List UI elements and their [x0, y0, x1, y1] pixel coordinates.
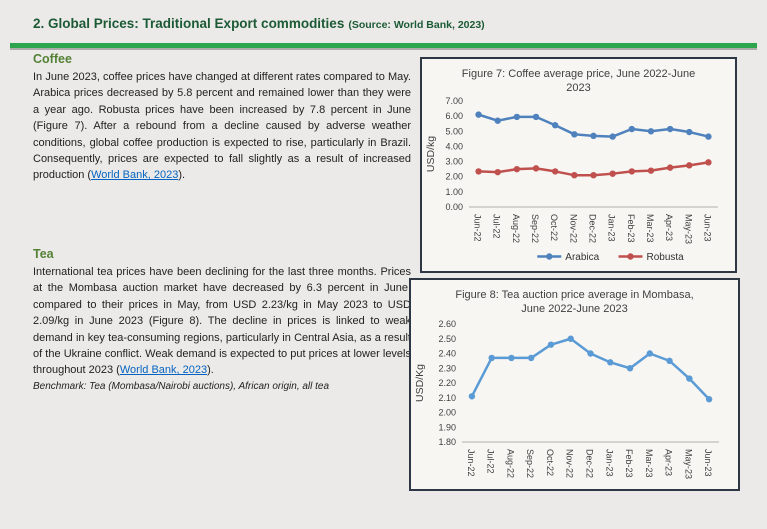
- svg-text:Arabica: Arabica: [565, 252, 599, 263]
- coffee-section: Coffee In June 2023, coffee prices have …: [33, 52, 411, 184]
- svg-text:Sep-22: Sep-22: [525, 449, 535, 478]
- svg-text:2.00: 2.00: [438, 408, 456, 418]
- svg-text:5.00: 5.00: [445, 126, 463, 136]
- svg-text:Jun-22: Jun-22: [473, 214, 483, 242]
- world-bank-link-tea[interactable]: World Bank, 2023: [119, 364, 208, 377]
- svg-text:2.00: 2.00: [445, 172, 463, 182]
- svg-text:2.60: 2.60: [438, 319, 456, 329]
- tea-paragraph-end: ).: [207, 364, 214, 377]
- svg-text:1.00: 1.00: [445, 187, 463, 197]
- page-title: 2. Global Prices: Traditional Export com…: [33, 16, 485, 31]
- svg-text:USD/Kg: USD/Kg: [414, 364, 426, 402]
- page-title-text: 2. Global Prices: Traditional Export com…: [33, 16, 345, 31]
- svg-text:Nov-22: Nov-22: [568, 214, 578, 243]
- svg-text:2.30: 2.30: [438, 363, 456, 373]
- coffee-heading: Coffee: [33, 52, 72, 66]
- svg-text:Jun-22: Jun-22: [466, 449, 476, 477]
- svg-text:May-23: May-23: [683, 214, 693, 244]
- svg-text:Dec-22: Dec-22: [585, 449, 595, 478]
- svg-text:May-23: May-23: [683, 449, 693, 479]
- svg-text:Dec-22: Dec-22: [588, 214, 598, 243]
- svg-text:Nov-22: Nov-22: [565, 449, 575, 478]
- svg-text:Jun-23: Jun-23: [703, 449, 713, 477]
- tea-section: Tea International tea prices have been d…: [33, 247, 411, 392]
- svg-text:Jan-23: Jan-23: [604, 449, 614, 477]
- svg-text:Jul-22: Jul-22: [492, 214, 502, 239]
- figure8-line-chart: 1.80 1.90 2.00 2.10 2.20 2.30 2.40 2.50 2.60 USD/…: [414, 319, 719, 479]
- svg-text:4.00: 4.00: [445, 141, 463, 151]
- svg-text:Jan-23: Jan-23: [607, 214, 617, 242]
- svg-text:Aug-22: Aug-22: [511, 214, 521, 243]
- svg-text:Apr-23: Apr-23: [664, 214, 674, 241]
- svg-text:Feb-23: Feb-23: [626, 214, 636, 243]
- svg-text:6.00: 6.00: [445, 111, 463, 121]
- svg-text:3.00: 3.00: [445, 157, 463, 167]
- title-rule: [10, 43, 757, 48]
- svg-text:Oct-22: Oct-22: [545, 449, 555, 476]
- svg-text:Jun-23: Jun-23: [702, 214, 712, 242]
- svg-text:Oct-22: Oct-22: [549, 214, 559, 241]
- tea-benchmark-note: Benchmark: Tea (Mombasa/Nairobi auctions…: [33, 380, 330, 392]
- svg-text:7.00: 7.00: [445, 96, 463, 106]
- svg-text:Sep-22: Sep-22: [530, 214, 540, 243]
- coffee-paragraph-text: In June 2023, coffee prices have changed…: [33, 71, 411, 182]
- svg-text:2.50: 2.50: [438, 334, 456, 344]
- svg-text:Robusta: Robusta: [647, 252, 685, 263]
- tea-paragraph: International tea prices have been decli…: [33, 264, 411, 379]
- svg-text:Feb-23: Feb-23: [624, 449, 634, 478]
- svg-text:Aug-22: Aug-22: [505, 449, 515, 478]
- svg-text:1.80: 1.80: [438, 437, 456, 447]
- svg-text:0.00: 0.00: [445, 202, 463, 212]
- svg-text:Jul-22: Jul-22: [486, 449, 496, 474]
- tea-heading: Tea: [33, 247, 54, 261]
- svg-text:1.90: 1.90: [438, 422, 456, 432]
- svg-text:Mar-23: Mar-23: [645, 214, 655, 243]
- svg-text:USD/kg: USD/kg: [425, 136, 437, 172]
- svg-text:Apr-23: Apr-23: [664, 449, 674, 476]
- figure8-title: Figure 8: Tea auction price average in M…: [455, 289, 694, 315]
- svg-text:2.40: 2.40: [438, 349, 456, 359]
- world-bank-link-coffee[interactable]: World Bank, 2023: [91, 169, 179, 182]
- coffee-paragraph: In June 2023, coffee prices have changed…: [33, 69, 411, 184]
- svg-text:2.20: 2.20: [438, 378, 456, 388]
- source-label: (Source: World Bank, 2023): [348, 19, 485, 31]
- svg-text:2.10: 2.10: [438, 393, 456, 403]
- coffee-paragraph-end: ).: [178, 169, 186, 182]
- figure7-panel: Figure 7: Coffee average price, June 202…: [420, 57, 737, 273]
- figure8-panel: Figure 8: Tea auction price average in M…: [409, 278, 740, 491]
- tea-paragraph-text: International tea prices have been decli…: [33, 266, 411, 377]
- svg-text:Mar-23: Mar-23: [644, 449, 654, 478]
- figure7-line-chart: 0.00 1.00 2.00 3.00 4.00 5.00 6.00 7.00 USD/kg Ju…: [425, 96, 718, 263]
- figure7-title: Figure 7: Coffee average price, June 202…: [461, 68, 696, 94]
